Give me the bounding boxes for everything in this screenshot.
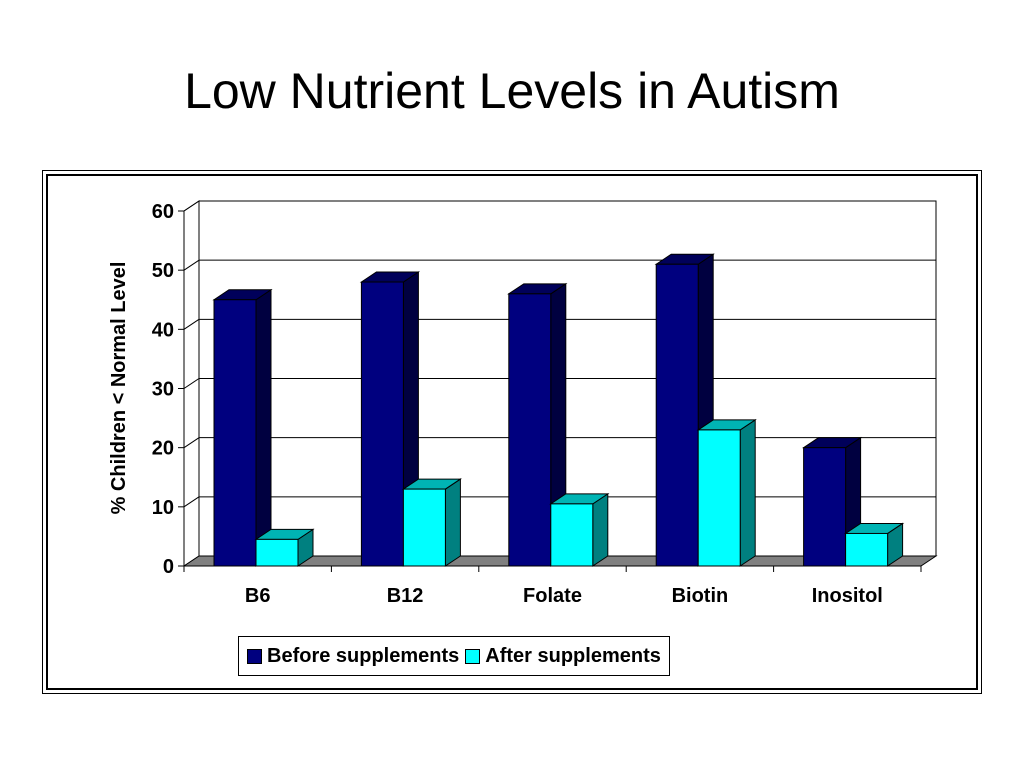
- x-category-label: Folate: [523, 585, 582, 607]
- gridline-side: [183, 378, 200, 389]
- legend-item-before: Before supplements: [247, 645, 459, 668]
- x-category-label: B6: [245, 585, 271, 607]
- bar-before-b6: [213, 299, 257, 567]
- bar-before-folate: [508, 293, 552, 567]
- y-tick-label: 20: [152, 438, 174, 460]
- bar-after-biotin-side: [739, 418, 756, 567]
- x-category-label: Biotin: [672, 585, 729, 607]
- x-category-label: Inositol: [812, 585, 883, 607]
- bar-after-inositol: [845, 532, 889, 567]
- chart-frame-inner: [46, 174, 978, 690]
- bar-after-b12: [402, 488, 446, 567]
- bar-before-inositol: [803, 447, 847, 567]
- bar-after-b12-side: [444, 478, 461, 567]
- y-axis-title: % Children < Normal Level: [108, 262, 130, 515]
- y-tick-label: 10: [152, 497, 174, 519]
- bar-after-b6: [255, 538, 299, 567]
- y-tick-label: 60: [152, 201, 174, 223]
- bar-before-biotin: [655, 263, 699, 567]
- slide-title: Low Nutrient Levels in Autism: [184, 63, 840, 119]
- y-tick-label: 30: [152, 379, 174, 401]
- bar-after-folate: [550, 503, 594, 567]
- bar-after-folate-side: [592, 492, 609, 567]
- legend-label-before: Before supplements: [267, 644, 460, 667]
- legend-item-after: After supplements: [465, 645, 661, 668]
- legend-swatch-after: [465, 648, 481, 664]
- y-tick-label: 50: [152, 260, 174, 282]
- bar-before-b6-side: [255, 288, 272, 567]
- gridline-side: [183, 318, 200, 330]
- legend: Before supplements After supplements: [238, 636, 670, 676]
- bar-after-biotin: [697, 429, 741, 567]
- gridline-side: [183, 259, 200, 271]
- x-category-label: B12: [387, 585, 424, 607]
- gridline-side: [183, 200, 200, 212]
- y-tick-label: 40: [152, 319, 174, 341]
- y-tick-label: 0: [163, 556, 174, 578]
- legend-swatch-before: [247, 648, 262, 664]
- bar-before-b12: [360, 281, 404, 567]
- gridline-side: [183, 437, 200, 449]
- legend-label-after: After supplements: [485, 644, 661, 667]
- gridline-side: [183, 496, 200, 508]
